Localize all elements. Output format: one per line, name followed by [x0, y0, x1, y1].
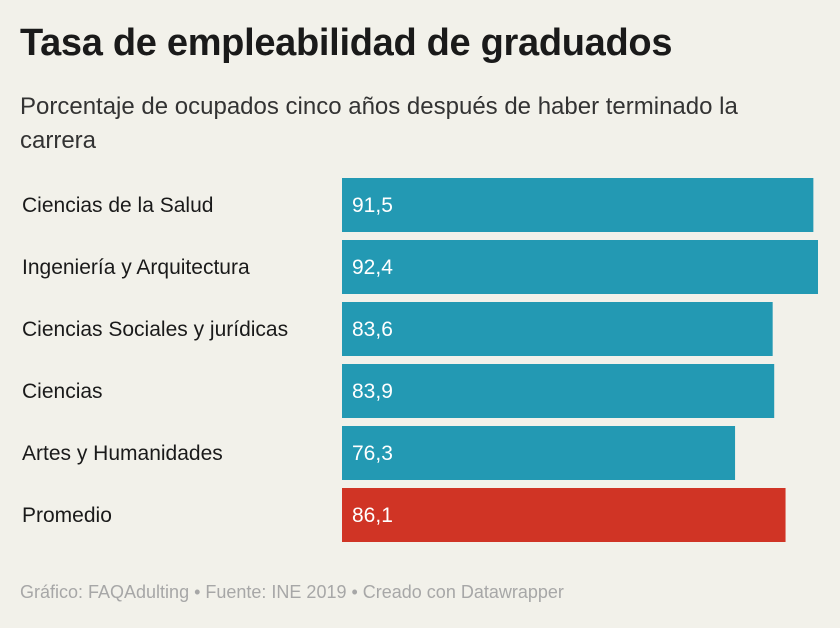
bar: [342, 364, 775, 418]
category-label: Ingeniería y Arquitectura: [22, 256, 250, 279]
bar-row: Ciencias de la Salud 91,5: [22, 178, 814, 232]
bar-row: Ingeniería y Arquitectura 92,4: [22, 240, 818, 294]
chart-footer: Gráfico: FAQAdulting • Fuente: INE 2019 …: [20, 582, 564, 602]
category-label: Ciencias: [22, 380, 103, 403]
category-label: Artes y Humanidades: [22, 442, 223, 465]
bar-row: Promedio 86,1: [22, 488, 786, 542]
value-label: 91,5: [352, 194, 393, 217]
category-label: Promedio: [22, 504, 112, 527]
value-label: 92,4: [352, 256, 393, 279]
category-label: Ciencias de la Salud: [22, 194, 213, 217]
bar: [342, 178, 814, 232]
bar-row: Ciencias Sociales y jurídicas 83,6: [22, 302, 773, 356]
bar-row: Artes y Humanidades 76,3: [22, 426, 736, 480]
bar: [342, 302, 773, 356]
value-label: 83,6: [352, 318, 393, 341]
bar: [342, 240, 818, 294]
chart-title: Tasa de empleabilidad de graduados: [20, 22, 673, 64]
category-label: Ciencias Sociales y jurídicas: [22, 318, 288, 341]
bar: [342, 426, 736, 480]
chart-subtitle: Porcentaje de ocupados cinco años despué…: [20, 93, 738, 154]
value-label: 83,9: [352, 380, 393, 403]
bar-row: Ciencias 83,9: [22, 364, 775, 418]
bar: [342, 488, 786, 542]
value-label: 86,1: [352, 504, 393, 527]
value-label: 76,3: [352, 442, 393, 465]
